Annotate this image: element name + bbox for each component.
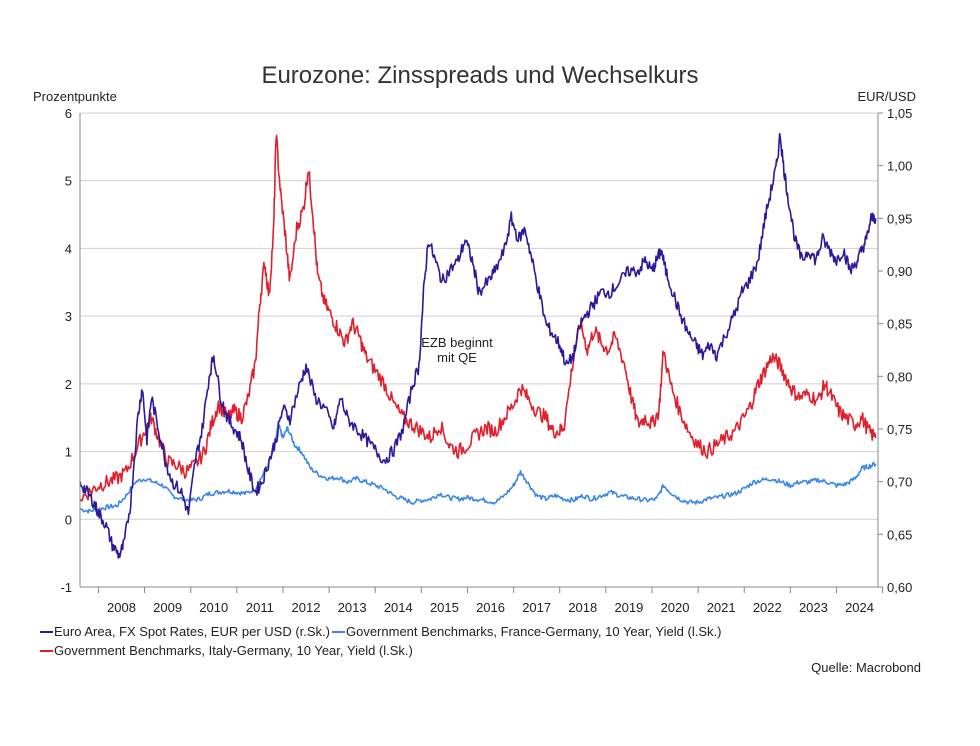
right-tick-label: 0,85 bbox=[887, 317, 912, 332]
left-tick-label: 3 bbox=[65, 309, 72, 324]
left-tick-label: 4 bbox=[65, 241, 72, 256]
left-axis-ticks: -1 0 1 2 3 4 5 6 bbox=[60, 106, 72, 595]
x-tick-label: 2018 bbox=[568, 600, 597, 615]
legend-item-italy: Government Benchmarks, Italy-Germany, 10… bbox=[40, 643, 413, 658]
source-note: Quelle: Macrobond bbox=[811, 660, 921, 675]
right-tick-label: 0,90 bbox=[887, 264, 912, 279]
x-tick-label: 2009 bbox=[153, 600, 182, 615]
legend: Euro Area, FX Spot Rates, EUR per USD (r… bbox=[40, 622, 723, 660]
left-tick-label: 5 bbox=[65, 174, 72, 189]
x-tick-label: 2012 bbox=[292, 600, 321, 615]
right-tick-label: 0,65 bbox=[887, 527, 912, 542]
right-tick-label: 0,75 bbox=[887, 422, 912, 437]
right-tick-label: 0,60 bbox=[887, 580, 912, 595]
x-tick-label: 2014 bbox=[384, 600, 413, 615]
x-tick-label: 2020 bbox=[661, 600, 690, 615]
x-tick-label: 2023 bbox=[799, 600, 828, 615]
left-axis-label: Prozentpunkte bbox=[33, 89, 117, 104]
gridlines bbox=[80, 112, 878, 588]
legend-swatch-eurusd bbox=[40, 630, 53, 633]
right-tick-label: 0,95 bbox=[887, 211, 912, 226]
right-tick-label: 0,70 bbox=[887, 475, 912, 490]
annotation-line-1: EZB beginnt bbox=[421, 335, 493, 350]
x-tick-label: 2015 bbox=[430, 600, 459, 615]
series-line-eurusd bbox=[79, 132, 877, 559]
left-tick-label: 1 bbox=[65, 445, 72, 460]
legend-swatch-italy bbox=[40, 649, 53, 652]
left-tick-label: -1 bbox=[60, 580, 72, 595]
x-tick-label: 2024 bbox=[845, 600, 874, 615]
left-tick-label: 0 bbox=[65, 512, 72, 527]
legend-swatch-france bbox=[331, 630, 345, 633]
legend-label-italy: Government Benchmarks, Italy-Germany, 10… bbox=[54, 643, 413, 658]
x-tick-label: 2013 bbox=[338, 600, 367, 615]
plot-frame bbox=[79, 113, 879, 588]
x-tick-label: 2021 bbox=[707, 600, 736, 615]
legend-row-1: Euro Area, FX Spot Rates, EUR per USD (r… bbox=[40, 622, 723, 641]
left-tick-label: 2 bbox=[65, 377, 72, 392]
right-tick-label: 1,00 bbox=[887, 159, 912, 174]
chart-title: Eurozone: Zinsspreads und Wechselkurs bbox=[261, 62, 698, 89]
right-tick-label: 0,80 bbox=[887, 369, 912, 384]
x-tick-label: 2022 bbox=[753, 600, 782, 615]
annotation-line-2: mit QE bbox=[437, 350, 477, 365]
plot-lines bbox=[79, 132, 877, 559]
x-tick-label: 2016 bbox=[476, 600, 505, 615]
x-tick-label: 2008 bbox=[107, 600, 136, 615]
legend-item-france: Government Benchmarks, France-Germany, 1… bbox=[331, 624, 722, 639]
legend-item-eurusd: Euro Area, FX Spot Rates, EUR per USD (r… bbox=[40, 624, 330, 639]
x-axis-ticks: 2008 2009 2010 2011 2012 2013 2014 2015 2016 2017… bbox=[97, 587, 884, 615]
x-tick-label: 2011 bbox=[246, 600, 274, 615]
x-tick-label: 2010 bbox=[199, 600, 228, 615]
series-line-france bbox=[79, 421, 877, 514]
legend-label-france: Government Benchmarks, France-Germany, 1… bbox=[345, 624, 722, 639]
left-tick-label: 6 bbox=[65, 106, 72, 121]
right-tick-label: 1,05 bbox=[887, 106, 912, 121]
right-axis-ticks: 0,60 0,65 0,70 0,75 0,80 0,85 0,90 0,95 1,00 1,05 bbox=[878, 106, 912, 595]
right-axis-label: EUR/USD bbox=[857, 89, 916, 104]
x-tick-label: 2019 bbox=[614, 600, 643, 615]
legend-row-2: Government Benchmarks, Italy-Germany, 10… bbox=[40, 641, 723, 660]
legend-label-eurusd: Euro Area, FX Spot Rates, EUR per USD (r… bbox=[54, 624, 330, 639]
x-tick-label: 2017 bbox=[522, 600, 551, 615]
